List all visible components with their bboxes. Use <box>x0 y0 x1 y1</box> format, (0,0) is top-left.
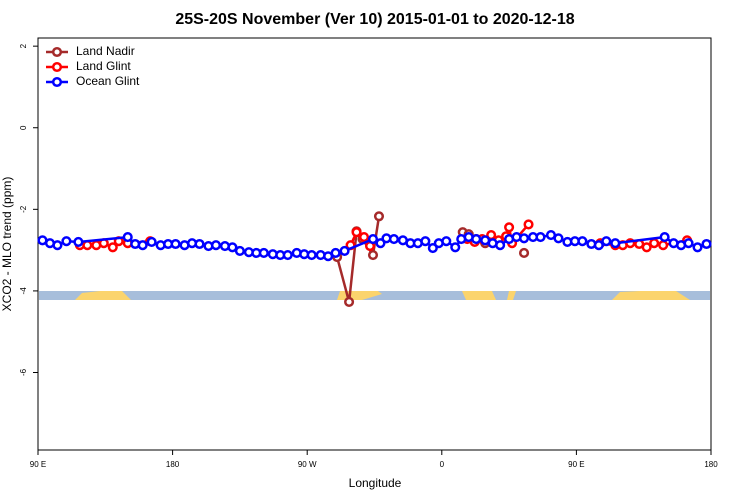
point <box>427 243 438 254</box>
land <box>612 291 690 300</box>
point <box>351 227 362 238</box>
point <box>146 236 157 248</box>
point <box>367 249 379 261</box>
point <box>601 236 612 247</box>
x-tick-label: 180 <box>704 460 718 469</box>
legend-marker <box>51 76 63 88</box>
point <box>450 242 461 253</box>
point <box>683 238 694 249</box>
point <box>61 236 72 247</box>
x-tick-label: 90 E <box>30 460 46 469</box>
point <box>137 240 148 251</box>
point <box>535 232 546 243</box>
point <box>471 234 482 245</box>
y-tick-label: 0 <box>19 125 28 130</box>
point <box>282 249 293 261</box>
y-tick-label: -6 <box>19 368 28 376</box>
point <box>441 236 452 247</box>
point <box>504 222 515 233</box>
point <box>210 240 222 251</box>
legend-marker <box>51 61 63 73</box>
point <box>553 233 564 244</box>
legend-label: Land Nadir <box>76 44 135 58</box>
series-line <box>337 216 524 302</box>
land <box>507 291 516 300</box>
point <box>420 236 431 247</box>
point <box>523 219 534 230</box>
point <box>234 245 245 256</box>
y-tick-label: 2 <box>19 43 28 48</box>
point <box>649 238 660 249</box>
point <box>344 296 355 307</box>
point <box>358 232 370 243</box>
point <box>692 242 703 253</box>
y-tick-label: -2 <box>19 205 28 213</box>
legend-marker <box>51 46 63 58</box>
point <box>610 238 621 249</box>
point <box>577 236 588 247</box>
point <box>593 240 604 251</box>
map-strip <box>39 291 710 300</box>
point <box>375 238 386 249</box>
point <box>519 247 530 259</box>
point <box>367 234 379 245</box>
point <box>701 238 712 250</box>
point <box>306 249 317 261</box>
x-tick-label: 90 E <box>568 460 584 469</box>
land <box>75 291 131 300</box>
point <box>52 240 63 251</box>
x-tick-label: 0 <box>440 460 445 469</box>
point <box>519 233 530 244</box>
point <box>330 247 341 259</box>
land <box>462 291 496 300</box>
y-tick-label: -4 <box>19 287 28 295</box>
x-tick-label: 90 W <box>298 460 317 469</box>
point <box>170 238 181 250</box>
legend-label: Ocean Glint <box>76 74 140 88</box>
point <box>658 240 669 251</box>
x-tick-label: 180 <box>166 460 180 469</box>
point <box>107 242 118 253</box>
point <box>194 238 205 250</box>
point <box>659 232 670 243</box>
point <box>641 242 652 253</box>
x-axis-label: Longitude <box>349 476 402 490</box>
point <box>227 242 238 253</box>
legend-label: Land Glint <box>76 59 131 73</box>
point <box>122 232 133 243</box>
chart-title: 25S-20S November (Ver 10) 2015-01-01 to … <box>175 11 574 28</box>
point <box>495 240 506 251</box>
point <box>258 247 269 259</box>
point <box>388 234 399 245</box>
y-axis-label: XCO2 - MLO trend (ppm) <box>0 177 14 312</box>
point <box>373 211 385 222</box>
point <box>73 236 84 248</box>
point <box>339 245 350 256</box>
